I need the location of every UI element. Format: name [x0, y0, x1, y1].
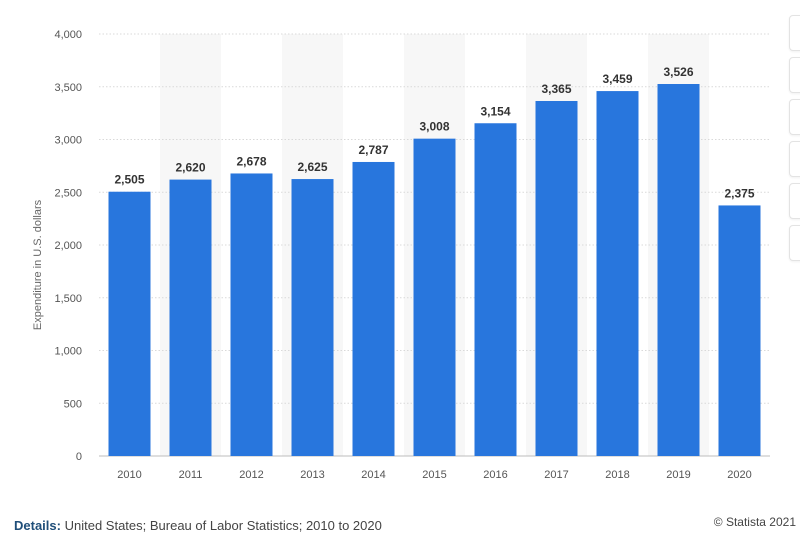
bar-2013[interactable]: [291, 179, 334, 456]
bar-2016[interactable]: [474, 123, 517, 457]
x-tick-label-2012: 2012: [239, 469, 263, 481]
data-labels: 2,505 2,620 2,678 2,625 2,787 3,008 3,154 3,365…: [114, 65, 754, 200]
x-axis-ticks: 2010 2011 2012 2013 2014 2015 2016 2017 2018 2019…: [117, 469, 751, 481]
data-label-2014: 2,787: [358, 143, 388, 157]
y-tick-label: 1,500: [54, 293, 82, 305]
toolbar-button[interactable]: [789, 225, 800, 261]
bar-2020[interactable]: [718, 205, 761, 456]
y-tick-label: 500: [64, 398, 82, 410]
bar-2019[interactable]: [657, 84, 700, 456]
y-axis-ticks: 0 500 1,000 1,500 2,000 2,500 3,000 3,500 4,000: [54, 29, 82, 463]
data-label-2016: 3,154: [480, 104, 510, 118]
x-tick-label-2018: 2018: [605, 469, 629, 481]
data-label-2012: 2,678: [236, 154, 266, 168]
bar-2014[interactable]: [352, 161, 395, 456]
data-label-2010: 2,505: [114, 173, 144, 187]
y-tick-label: 3,000: [54, 135, 82, 147]
x-tick-label-2016: 2016: [483, 469, 507, 481]
x-tick-label-2019: 2019: [666, 469, 690, 481]
bar-2011[interactable]: [169, 179, 212, 456]
y-axis-title: Expenditure in U.S. dollars: [32, 199, 44, 330]
details-text: United States; Bureau of Labor Statistic…: [64, 518, 382, 533]
data-label-2019: 3,526: [663, 65, 693, 79]
details-caption: Details: United States; Bureau of Labor …: [14, 518, 382, 533]
y-tick-label: 3,500: [54, 82, 82, 94]
x-tick-label-2011: 2011: [179, 469, 203, 481]
y-tick-label: 0: [76, 451, 82, 463]
data-label-2015: 3,008: [419, 120, 449, 134]
toolbar-button[interactable]: [789, 15, 800, 51]
y-tick-label: 2,000: [54, 240, 82, 252]
toolbar-button[interactable]: [789, 99, 800, 135]
copyright-text[interactable]: © Statista 2021: [713, 515, 796, 529]
x-tick-label-2014: 2014: [361, 469, 385, 481]
bar-2017[interactable]: [535, 100, 578, 457]
bar-2018[interactable]: [596, 91, 639, 456]
toolbar-button[interactable]: [789, 141, 800, 177]
bar-chart: 0 500 1,000 1,500 2,000 2,500 3,000 3,500 4,000 …: [32, 29, 770, 481]
x-tick-label-2020: 2020: [727, 469, 751, 481]
side-toolbar: [789, 0, 800, 290]
toolbar-button[interactable]: [789, 57, 800, 93]
x-tick-label-2017: 2017: [544, 469, 568, 481]
x-tick-label-2013: 2013: [300, 469, 324, 481]
data-label-2013: 2,625: [297, 160, 327, 174]
bars: [108, 84, 761, 457]
x-tick-label-2015: 2015: [422, 469, 446, 481]
bar-2010[interactable]: [108, 191, 151, 456]
bar-2015[interactable]: [413, 138, 456, 456]
y-tick-label: 4,000: [54, 29, 82, 41]
details-label: Details:: [14, 518, 61, 533]
data-label-2011: 2,620: [175, 161, 205, 175]
toolbar-button[interactable]: [789, 183, 800, 219]
data-label-2017: 3,365: [541, 82, 571, 96]
x-tick-label-2010: 2010: [117, 469, 141, 481]
y-tick-label: 1,000: [54, 346, 82, 358]
data-label-2020: 2,375: [724, 186, 754, 200]
chart-canvas: 05001,0001,5002,0002,5003,0003,5004,000 …: [32, 29, 770, 481]
y-tick-label: 2,500: [54, 187, 82, 199]
data-label-2018: 3,459: [602, 72, 632, 86]
bar-2012[interactable]: [230, 173, 273, 456]
